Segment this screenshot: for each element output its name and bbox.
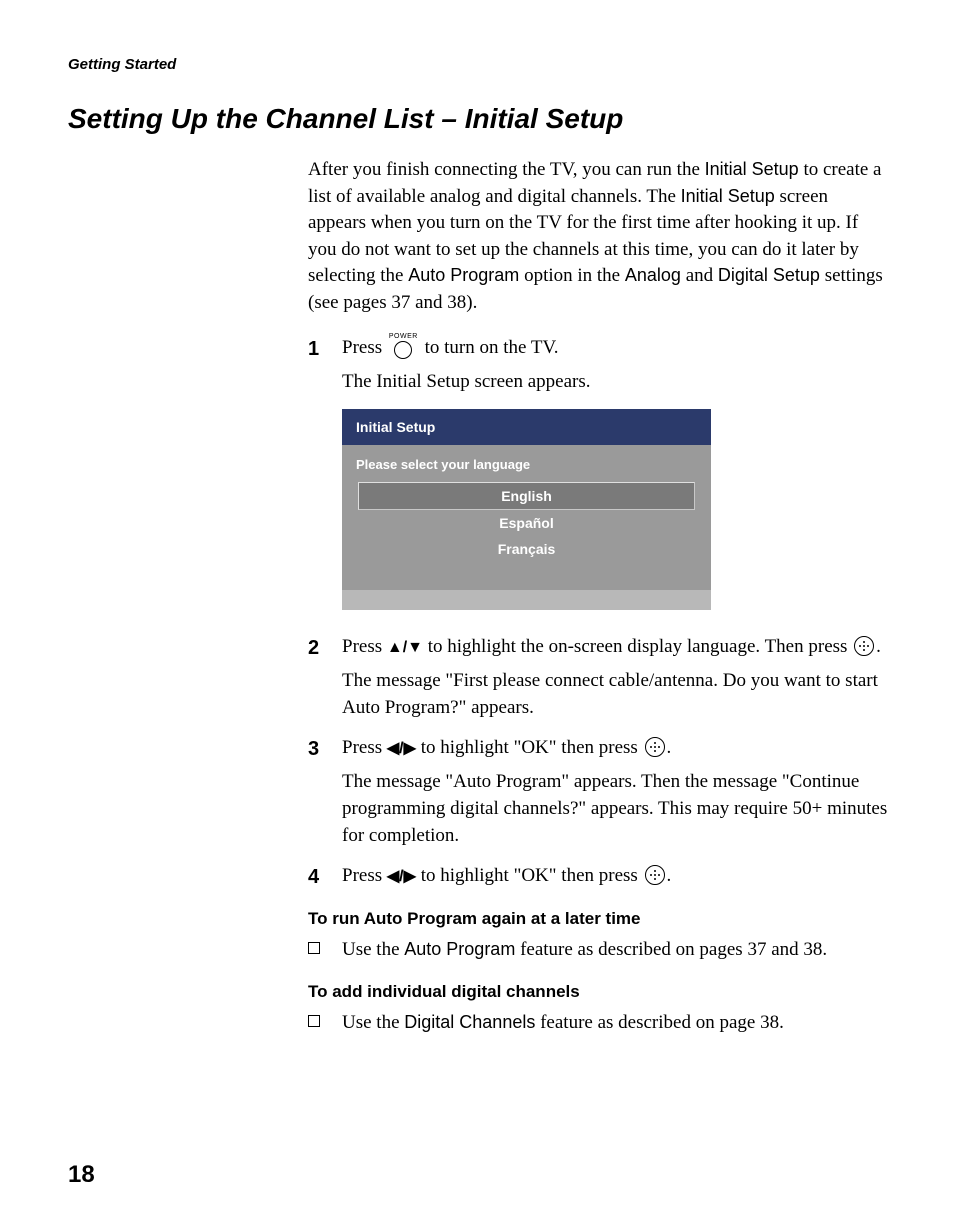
step2-b: to highlight the on-screen display langu… <box>423 636 852 657</box>
leftright-arrows-icon: ◀/▶ <box>387 868 416 885</box>
body-column: After you finish connecting the TV, you … <box>308 157 888 1036</box>
page-title: Setting Up the Channel List – Initial Se… <box>68 103 886 135</box>
step-body: Press ◀/▶ to highlight "OK" then press . <box>342 735 888 762</box>
step3-a: Press <box>342 737 387 758</box>
option-francais: Français <box>358 536 695 562</box>
intro-s1: Initial Setup <box>705 159 799 179</box>
section-label: Getting Started <box>68 56 886 73</box>
page-number: 18 <box>68 1161 95 1189</box>
step-1-sub: The Initial Setup screen appears. <box>342 369 888 396</box>
dialog-body: Please select your language English Espa… <box>342 445 711 590</box>
step-4: 4 Press ◀/▶ to highlight "OK" then press… <box>308 863 888 891</box>
bullet-text: Use the Digital Channels feature as desc… <box>342 1010 784 1037</box>
step-number: 2 <box>308 634 342 662</box>
enter-icon <box>645 865 665 885</box>
bullet-auto-program: Use the Auto Program feature as describe… <box>308 937 888 964</box>
dialog-options: English Español Français <box>342 482 711 562</box>
intro-paragraph: After you finish connecting the TV, you … <box>308 157 888 317</box>
intro-t5: and <box>681 265 718 286</box>
step-number: 1 <box>308 335 342 363</box>
step-1: 1 Press POWER to turn on the TV. <box>308 335 888 363</box>
step-body: Press ◀/▶ to highlight "OK" then press . <box>342 863 888 890</box>
step4-c: . <box>667 865 672 886</box>
updown-arrows-icon: ▲/▼ <box>387 639 423 656</box>
sub1-t1: Use the <box>342 939 404 960</box>
intro-t1: After you finish connecting the TV, you … <box>308 159 705 180</box>
step-2-sub: The message "First please connect cable/… <box>342 668 888 721</box>
step-2: 2 Press ▲/▼ to highlight the on-screen d… <box>308 634 888 662</box>
tv-dialog: Initial Setup Please select your languag… <box>342 409 711 610</box>
enter-icon <box>854 636 874 656</box>
intro-s4: Analog <box>625 265 681 285</box>
dialog-footer <box>342 590 711 610</box>
step1-a: Press <box>342 337 387 358</box>
step-body: Press POWER to turn on the TV. <box>342 335 888 362</box>
sub2-t2: feature as described on page 38. <box>535 1012 783 1033</box>
intro-t4: option in the <box>519 265 625 286</box>
intro-s3: Auto Program <box>408 265 519 285</box>
step-number: 4 <box>308 863 342 891</box>
step4-a: Press <box>342 865 387 886</box>
option-english: English <box>358 482 695 510</box>
subheading-auto-program: To run Auto Program again at a later tim… <box>308 909 888 929</box>
power-icon: POWER <box>389 333 418 359</box>
step3-b: to highlight "OK" then press <box>416 737 643 758</box>
step1-b: to turn on the TV. <box>420 337 559 358</box>
step-body: Press ▲/▼ to highlight the on-screen dis… <box>342 634 888 661</box>
power-label: POWER <box>389 333 418 340</box>
step2-a: Press <box>342 636 387 657</box>
bullet-digital-channels: Use the Digital Channels feature as desc… <box>308 1010 888 1037</box>
subheading-digital-channels: To add individual digital channels <box>308 982 888 1002</box>
sub1-s1: Auto Program <box>404 939 515 959</box>
dialog-title: Initial Setup <box>342 409 711 445</box>
step-3: 3 Press ◀/▶ to highlight "OK" then press… <box>308 735 888 763</box>
sub2-t1: Use the <box>342 1012 404 1033</box>
dialog-prompt: Please select your language <box>342 445 711 482</box>
bullet-icon <box>308 1015 320 1027</box>
step2-c: . <box>876 636 881 657</box>
step3-c: . <box>667 737 672 758</box>
step-3-sub: The message "Auto Program" appears. Then… <box>342 769 888 849</box>
enter-icon <box>645 737 665 757</box>
step4-b: to highlight "OK" then press <box>416 865 643 886</box>
bullet-icon <box>308 942 320 954</box>
sub1-t2: feature as described on pages 37 and 38. <box>515 939 827 960</box>
step-number: 3 <box>308 735 342 763</box>
intro-s2: Initial Setup <box>681 186 775 206</box>
intro-s5: Digital Setup <box>718 265 820 285</box>
power-circle <box>394 341 412 359</box>
leftright-arrows-icon: ◀/▶ <box>387 740 416 757</box>
bullet-text: Use the Auto Program feature as describe… <box>342 937 827 964</box>
sub2-s1: Digital Channels <box>404 1012 535 1032</box>
option-espanol: Español <box>358 510 695 536</box>
